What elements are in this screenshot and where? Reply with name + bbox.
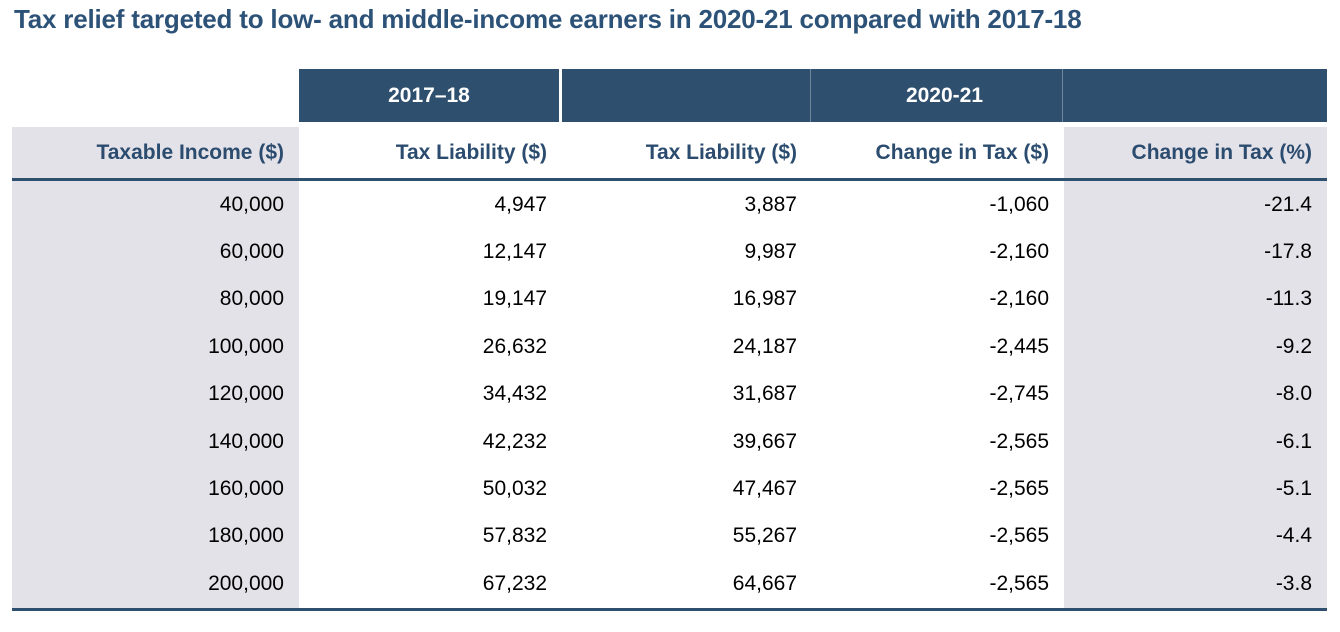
table-cell: -17.8 [1064, 228, 1327, 276]
table-cell: 42,232 [482, 429, 547, 453]
table-cell: 26,632 [482, 334, 547, 358]
band-2017-18: 2017–18 [299, 69, 559, 122]
table-cell: 16,987 [732, 287, 797, 311]
table-cell: -11.3 [1064, 275, 1327, 324]
table-row: 120,000 34,432 31,687 -2,745 -8.0 [12, 370, 1327, 418]
table-cell: -4.4 [1064, 512, 1327, 561]
table-header: Taxable Income ($) Tax Liability ($) Tax… [12, 127, 1327, 181]
table-row: 80,000 19,147 16,987 -2,160 -11.3 [12, 275, 1327, 324]
table-row: 40,000 4,947 3,887 -1,060 -21.4 [12, 179, 1327, 229]
table-cell: -3.8 [1064, 560, 1327, 610]
table-cell: 100,000 [12, 323, 299, 371]
table-cell: -2,565 [989, 524, 1049, 548]
header-row: Taxable Income ($) Tax Liability ($) Tax… [12, 127, 1327, 181]
table-cell: -2,445 [989, 334, 1049, 358]
table-row: 100,000 26,632 24,187 -2,445 -9.2 [12, 323, 1327, 371]
table-cell: 180,000 [12, 512, 299, 561]
table-cell: 47,467 [732, 477, 797, 501]
band-2020-21-label: 2020-21 [905, 83, 984, 107]
table-cell: 4,947 [494, 192, 547, 216]
table-cell: 9,987 [744, 240, 797, 264]
table-cell: 31,687 [732, 382, 797, 406]
table-cell: 55,267 [732, 524, 797, 548]
table-cell: -2,565 [989, 571, 1049, 595]
table-cell: -8.0 [1064, 370, 1327, 418]
band-2020-21: 2020-21 [562, 69, 1327, 122]
table-cell: 140,000 [12, 417, 299, 466]
table-cell: 34,432 [482, 382, 547, 406]
table-cell: 64,667 [732, 571, 797, 595]
table-row: 200,000 67,232 64,667 -2,565 -3.8 [12, 560, 1327, 610]
column-header-tax-liability-2020: Tax Liability ($) [562, 127, 812, 181]
table-cell: -2,160 [989, 287, 1049, 311]
band-spacer [12, 69, 299, 122]
table-row: 180,000 57,832 55,267 -2,565 -4.4 [12, 512, 1327, 561]
table-cell: 57,832 [482, 524, 547, 548]
column-header-change-in-tax-dollars: Change in Tax ($) [812, 127, 1064, 181]
table-cell: 39,667 [732, 429, 797, 453]
band-column-divider [1062, 69, 1063, 122]
table-cell: 40,000 [12, 179, 299, 229]
column-header-taxable-income: Taxable Income ($) [12, 127, 299, 181]
table-cell: -6.1 [1064, 417, 1327, 466]
table-cell: -21.4 [1064, 179, 1327, 229]
table-cell: -2,745 [989, 382, 1049, 406]
table-cell: 200,000 [12, 560, 299, 610]
table-cell: -9.2 [1064, 323, 1327, 371]
table-cell: -1,060 [989, 192, 1049, 216]
table-cell: -5.1 [1064, 465, 1327, 513]
table-cell: 120,000 [12, 370, 299, 418]
table-cell: 12,147 [482, 240, 547, 264]
table-row: 160,000 50,032 47,467 -2,565 -5.1 [12, 465, 1327, 513]
band-column-divider [810, 69, 811, 122]
table-cell: 60,000 [12, 228, 299, 276]
tax-table: Taxable Income ($) Tax Liability ($) Tax… [12, 127, 1327, 611]
column-header-change-in-tax-percent: Change in Tax (%) [1064, 127, 1327, 181]
table-cell: 50,032 [482, 477, 547, 501]
year-spanner-band: 2017–18 2020-21 [12, 69, 1327, 122]
page-title: Tax relief targeted to low- and middle-i… [14, 4, 1082, 34]
table-body: 40,000 4,947 3,887 -1,060 -21.4 60,000 12,147 9… [12, 179, 1327, 610]
table-cell: 3,887 [744, 192, 797, 216]
table-row: 140,000 42,232 39,667 -2,565 -6.1 [12, 417, 1327, 466]
table-cell: 80,000 [12, 275, 299, 324]
table-cell: 24,187 [732, 334, 797, 358]
table-cell: -2,160 [989, 240, 1049, 264]
table-cell: 67,232 [482, 571, 547, 595]
table-cell: -2,565 [989, 477, 1049, 501]
table-cell: 19,147 [482, 287, 547, 311]
tax-table-container: 2017–18 2020-21 Taxable Income ($) Tax L… [12, 69, 1327, 611]
table-row: 60,000 12,147 9,987 -2,160 -17.8 [12, 228, 1327, 276]
table-cell: -2,565 [989, 429, 1049, 453]
column-header-tax-liability-2017: Tax Liability ($) [299, 127, 562, 181]
table-cell: 160,000 [12, 465, 299, 513]
